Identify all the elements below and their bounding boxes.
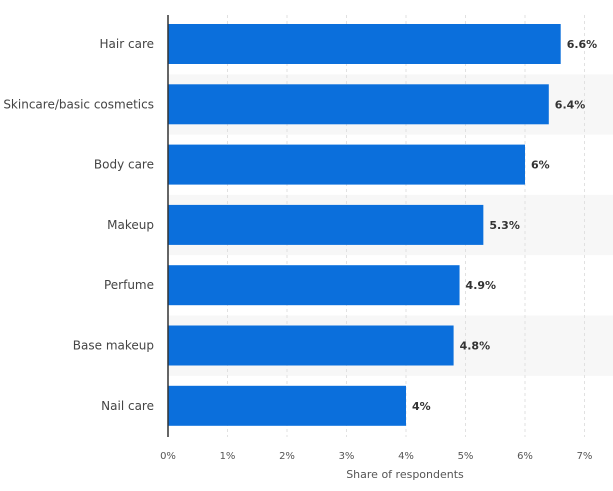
category-labels: Hair care Skincare/basic cosmetics Body ca… (3, 37, 154, 413)
bar (168, 84, 549, 125)
x-tick-label: 6% (517, 451, 533, 462)
bars (168, 24, 561, 426)
category-label: Makeup (107, 218, 154, 232)
x-tick-labels: 0% 1% 2% 3% 4% 5% 6% 7% (160, 451, 592, 462)
x-tick-label: 0% (160, 451, 176, 462)
x-tick-label: 7% (577, 451, 593, 462)
x-tick-label: 2% (279, 451, 295, 462)
category-label: Base makeup (73, 339, 154, 353)
x-tick-label: 1% (220, 451, 236, 462)
category-label: Perfume (104, 278, 154, 292)
value-label: 4.8% (460, 340, 491, 353)
category-label: Body care (94, 158, 154, 172)
category-label: Nail care (101, 399, 154, 413)
value-label: 5.3% (489, 219, 520, 232)
x-tick-label: 4% (398, 451, 414, 462)
category-label: Hair care (100, 37, 154, 51)
value-label: 6% (531, 159, 550, 172)
value-label: 4.9% (466, 279, 497, 292)
bar (168, 144, 525, 185)
x-tick-label: 3% (339, 451, 355, 462)
value-label: 6.4% (555, 98, 586, 111)
bar (168, 24, 561, 64)
bar (168, 204, 484, 245)
bar (168, 325, 454, 366)
value-label: 6.6% (567, 38, 598, 51)
category-label: Skincare/basic cosmetics (3, 97, 154, 111)
value-labels: 6.6% 6.4% 6% 5.3% 4.9% 4.8% 4% (412, 38, 597, 413)
x-tick-label: 5% (458, 451, 474, 462)
bar (168, 265, 460, 306)
value-label: 4% (412, 400, 431, 413)
x-axis-title: Share of respondents (346, 468, 464, 481)
bar (168, 385, 406, 426)
